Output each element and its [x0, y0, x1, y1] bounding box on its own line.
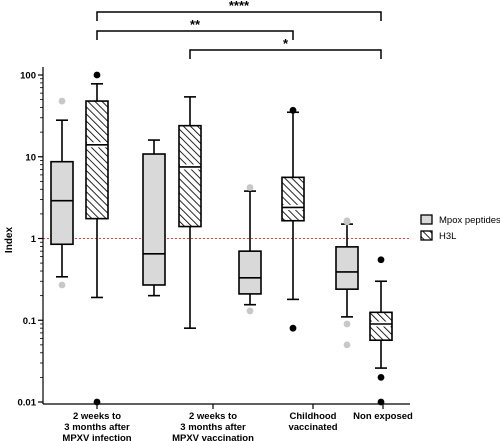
- outlier-point: [343, 341, 351, 349]
- bracket-line: [96, 30, 294, 40]
- category-label-line: 2 weeks to: [189, 411, 237, 422]
- box-iqr: [178, 124, 202, 228]
- category-label-line: 2 weeks to: [73, 411, 121, 422]
- significance-bracket-0: ****: [96, 0, 382, 21]
- category-label-line: 3 months after: [180, 422, 246, 433]
- significance-label: ****: [229, 0, 250, 13]
- outlier-point: [246, 184, 254, 191]
- bracket-line: [189, 49, 382, 59]
- significance-bracket-1: **: [96, 17, 294, 40]
- category-label-0: 2 weeks to 3 months after MPXV infection: [62, 411, 131, 441]
- box-iqr: [238, 250, 262, 295]
- legend-swatch: [420, 214, 433, 225]
- outlier-point: [377, 373, 385, 381]
- y-tick-label: 1: [31, 234, 37, 245]
- category-label-3: Non exposed: [353, 411, 413, 422]
- outlier-point: [289, 106, 297, 114]
- box-mpox-3: [335, 217, 359, 349]
- category-label-line: MPXV infection: [62, 433, 131, 441]
- category-label-1: 2 weeks to 3 months after MPXV vaccination: [172, 411, 254, 441]
- outlier-point: [377, 256, 385, 264]
- significance-label: **: [190, 17, 201, 32]
- y-tick-label: 0.01: [18, 398, 37, 409]
- outlier-point: [246, 307, 254, 315]
- box-iqr: [335, 246, 359, 290]
- box-h3l-3: [369, 256, 393, 406]
- category-label-line: Non exposed: [353, 411, 413, 422]
- y-tick-label: 100: [20, 71, 36, 82]
- significance-bracket-2: *: [189, 36, 382, 59]
- outlier-point: [343, 320, 351, 328]
- legend-label: H3L: [439, 231, 456, 242]
- y-tick-label: 0.1: [23, 316, 37, 327]
- legend-entry-0: Mpox peptides: [420, 214, 500, 226]
- box-iqr: [50, 160, 74, 246]
- significance-label: *: [283, 36, 289, 51]
- box-iqr: [85, 100, 109, 220]
- outlier-point: [58, 97, 66, 105]
- legend-label: Mpox peptides: [439, 215, 500, 226]
- outlier-point: [343, 218, 351, 226]
- category-label-line: 3 months after: [64, 422, 130, 433]
- legend-entry-1: H3L: [420, 230, 456, 242]
- box-h3l-1: [178, 96, 202, 329]
- category-label-2: Childhood vaccinated: [288, 411, 337, 433]
- box-h3l-0: [85, 71, 109, 406]
- category-label-line: vaccinated: [288, 422, 337, 433]
- category-label-line: Childhood: [290, 411, 337, 422]
- box-mpox-2: [238, 184, 262, 315]
- bracket-line: [96, 11, 382, 21]
- box-mpox-1: [142, 139, 166, 297]
- outlier-point: [58, 281, 66, 289]
- box-iqr: [281, 176, 305, 222]
- box-h3l-2: [281, 106, 305, 332]
- box-mpox-0: [50, 97, 74, 289]
- box-iqr: [142, 153, 166, 286]
- outlier-point: [93, 71, 101, 79]
- y-tick-label: 10: [25, 152, 36, 163]
- legend-swatch: [420, 230, 433, 241]
- y-axis-title: Index: [4, 227, 15, 254]
- outlier-point: [289, 324, 297, 332]
- category-label-line: MPXV vaccination: [172, 433, 254, 441]
